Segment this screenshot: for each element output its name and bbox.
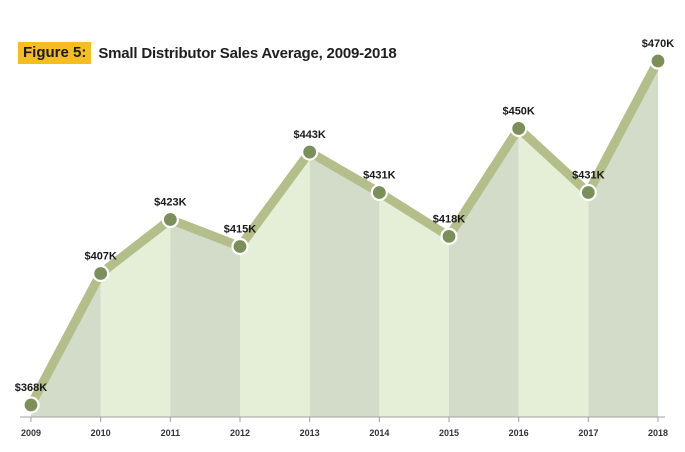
x-tick-label-2016: 2016 — [509, 428, 529, 438]
x-tick-label-2018: 2018 — [648, 428, 668, 438]
area-band-2013-2014 — [309, 152, 380, 417]
area-band-2011-2012 — [170, 219, 240, 417]
x-tick-label-2012: 2012 — [230, 428, 250, 438]
data-point-2010 — [92, 264, 110, 283]
area-band-2016-2017 — [518, 128, 589, 417]
data-label-2010: $407K — [84, 250, 116, 262]
data-point-2014 — [370, 183, 388, 202]
x-tick-label-2010: 2010 — [91, 428, 111, 438]
data-label-2011: $423K — [154, 197, 186, 209]
data-point-2016 — [510, 119, 528, 138]
area-band-2010-2011 — [100, 219, 171, 417]
x-tick-label-2009: 2009 — [21, 428, 41, 438]
data-label-2013: $443K — [293, 129, 325, 141]
x-tick-label-2015: 2015 — [439, 428, 459, 438]
area-band-2014-2015 — [379, 192, 449, 417]
data-label-2018: $470K — [642, 38, 674, 50]
data-labels: $368K $407K $423K $415K $443K $431K $418K $450K… — [15, 38, 674, 394]
x-axis: 2009 2010 2011 2012 2013 2014 2015 2016 2017 2018 — [20, 416, 668, 438]
data-point-2017 — [579, 183, 597, 202]
area-band-2012-2013 — [240, 152, 310, 417]
data-point-2015 — [440, 227, 458, 245]
series-line — [26, 56, 663, 410]
data-point-2011 — [161, 210, 179, 229]
data-label-2017: $431K — [572, 170, 604, 182]
data-point-2018 — [649, 52, 667, 70]
data-point-2012 — [231, 237, 249, 256]
x-tick-label-2017: 2017 — [578, 428, 598, 438]
area-band-2017-2018 — [588, 61, 658, 417]
x-tick-label-2011: 2011 — [161, 428, 181, 438]
area-band-2015-2016 — [449, 128, 519, 417]
chart-title: Small Distributor Sales Average, 2009-20… — [98, 44, 397, 62]
x-tick-label-2013: 2013 — [300, 428, 320, 438]
x-tick-label-2014: 2014 — [369, 428, 389, 438]
series-line-path — [26, 56, 663, 410]
data-label-2016: $450K — [502, 105, 534, 117]
data-label-2012: $415K — [224, 223, 256, 235]
data-markers — [22, 52, 667, 414]
data-label-2014: $431K — [363, 170, 395, 182]
chart-title-row: Figure 5: Small Distributor Sales Averag… — [18, 42, 397, 64]
data-label-2009: $368K — [15, 382, 47, 394]
area-bands — [31, 61, 658, 417]
data-label-2015: $418K — [433, 213, 465, 225]
figure-number-badge: Figure 5: — [18, 42, 92, 64]
data-point-2013 — [301, 143, 319, 161]
data-point-2009 — [22, 396, 40, 414]
